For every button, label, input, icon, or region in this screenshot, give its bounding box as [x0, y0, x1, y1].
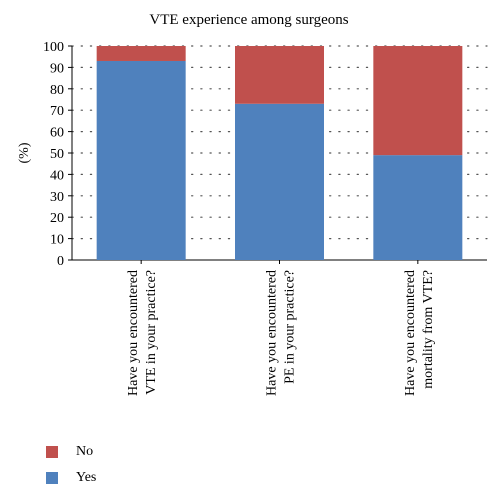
bar-no-1 [96, 46, 186, 61]
legend-swatch-yes [46, 472, 58, 484]
bar-yes-3 [373, 155, 463, 260]
x-tick-label: Have you encountered VTE in your practice… [126, 270, 159, 396]
x-tick-label-line: VTE in your practice? [144, 270, 159, 395]
y-tick-label: 70 [50, 104, 64, 119]
x-tick-label: Have you encountered PE in your practice? [265, 270, 298, 396]
bar-yes-1 [96, 60, 186, 261]
bar-yes-2 [235, 103, 324, 260]
y-tick-label: 30 [50, 190, 64, 205]
y-tick-label: 60 [50, 126, 64, 141]
y-tick-label: 50 [50, 147, 64, 162]
y-tick-label: 90 [50, 61, 64, 76]
legend: No Yes [46, 441, 96, 493]
legend-label-no: No [76, 444, 94, 459]
legend-item-no: No [46, 441, 96, 463]
legend-swatch-no [46, 446, 58, 458]
x-tick-label-line: mortality from VTE? [421, 270, 436, 389]
legend-label-yes: Yes [76, 470, 97, 485]
legend-item-yes: Yes [46, 467, 96, 489]
y-tick-label: 80 [50, 83, 64, 98]
x-tick-label-line: Have you encountered [265, 270, 280, 396]
x-tick-label-line: Have you encountered [126, 270, 141, 396]
y-tick-label: 0 [57, 254, 64, 269]
y-tick-label: 40 [50, 168, 64, 183]
y-tick-label: 100 [43, 40, 64, 55]
y-tick-label: 20 [50, 211, 64, 226]
x-tick-label-line: Have you encountered [403, 270, 418, 396]
chart-title: VTE experience among surgeons [149, 12, 349, 28]
y-tick-label: 10 [50, 233, 64, 248]
bar-no-3 [373, 46, 463, 156]
x-tick-label-line: PE in your practice? [283, 270, 298, 384]
y-axis-label: (%) [17, 142, 32, 163]
bar-no-2 [235, 46, 324, 104]
x-tick-label: Have you encountered mortality from VTE? [403, 270, 436, 396]
